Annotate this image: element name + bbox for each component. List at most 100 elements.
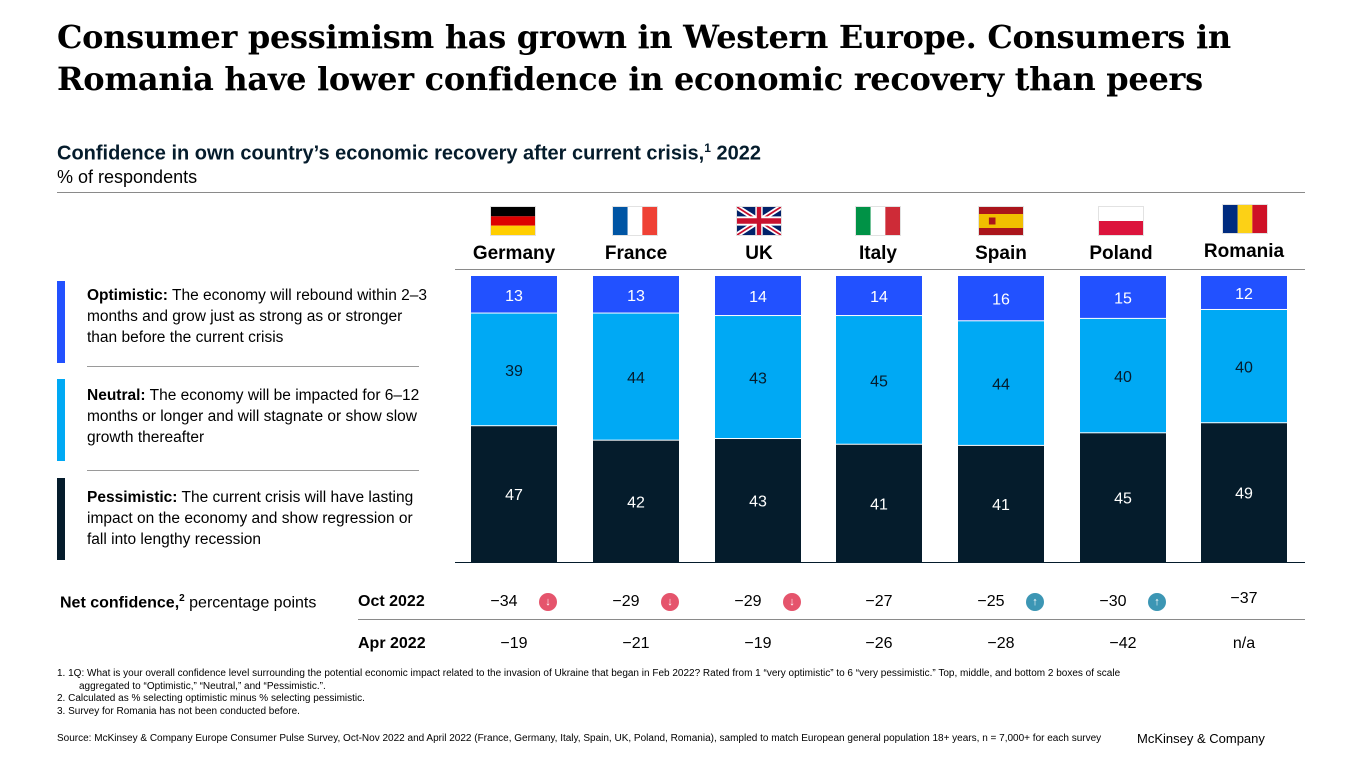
net-value-uk-apr: −19	[744, 635, 772, 652]
net-value-germany-oct: −34	[490, 593, 518, 610]
data-label-poland-optimistic: 15	[1114, 290, 1132, 307]
row-label-oct-2022: Oct 2022	[358, 593, 425, 610]
legend-optimistic-term: Optimistic:	[87, 287, 168, 304]
uk-flag-icon	[736, 206, 782, 236]
net-value-poland-oct: −30	[1099, 593, 1127, 610]
footnote-mark-1: 1	[704, 141, 711, 155]
legend-swatch-optimistic	[57, 281, 65, 363]
row-label-apr-2022: Apr 2022	[358, 635, 426, 652]
country-label-italy: Italy	[858, 243, 898, 264]
data-label-uk-optimistic: 14	[749, 289, 767, 306]
footnote-3: 3. Survey for Romania has not been condu…	[57, 705, 300, 717]
net-value-germany-apr: −19	[500, 635, 528, 652]
net-value-romania-oct: −37	[1230, 590, 1258, 607]
header-divider	[455, 269, 1305, 270]
data-label-italy-neutral: 45	[870, 373, 888, 390]
legend-optimistic-text: The economy will rebound within 2–3 mont…	[87, 287, 428, 346]
italy-flag-icon	[855, 206, 901, 236]
data-label-spain-optimistic: 16	[992, 292, 1010, 309]
data-label-germany-pessimistic: 47	[505, 487, 523, 504]
data-label-germany-optimistic: 13	[505, 288, 523, 305]
bar-uk-optimistic	[715, 276, 801, 317]
footnote-2: 2. Calculated as % selecting optimistic …	[57, 693, 365, 704]
bar-spain-optimistic	[958, 276, 1044, 322]
data-label-france-optimistic: 13	[627, 288, 645, 305]
net-confidence-label: Net confidence,2 percentage points	[60, 593, 316, 612]
legend-neutral: Neutral: The economy will be impacted fo…	[87, 385, 427, 448]
arrow-up-icon: ↑	[1148, 593, 1166, 611]
net-value-italy-apr: −26	[865, 635, 893, 652]
data-label-romania-optimistic: 12	[1235, 286, 1253, 303]
bar-romania-optimistic	[1201, 276, 1287, 310]
data-label-uk-neutral: 43	[749, 371, 767, 388]
legend-swatch-pessimistic	[57, 478, 65, 560]
bar-italy-neutral	[836, 316, 922, 445]
legend-divider	[87, 470, 419, 471]
legend-pessimistic-term: Pessimistic:	[87, 489, 178, 506]
top-divider	[57, 192, 1305, 193]
footnote-1-continued: aggregated to “Optimistic,” “Neutral,” a…	[79, 680, 326, 692]
france-flag-icon	[612, 206, 658, 236]
bar-italy-pessimistic	[836, 444, 922, 562]
net-value-uk-oct: −29	[734, 593, 762, 610]
chart-subtitle-year: 2022	[716, 142, 761, 165]
legend-optimistic: Optimistic: The economy will rebound wit…	[87, 285, 427, 348]
footnote-mark-2: 2	[179, 593, 185, 604]
net-value-italy-oct: −27	[865, 593, 893, 610]
net-value-spain-oct: −25	[977, 593, 1005, 610]
arrow-up-icon: ↑	[1026, 593, 1044, 611]
bar-poland-neutral	[1080, 318, 1166, 434]
bar-poland-optimistic	[1080, 276, 1166, 319]
bar-france-optimistic	[593, 276, 679, 314]
bar-uk-neutral	[715, 316, 801, 440]
data-label-romania-neutral: 40	[1235, 360, 1253, 377]
arrow-down-icon: ↓	[539, 593, 557, 611]
net-value-poland-apr: −42	[1109, 635, 1137, 652]
net-value-france-oct: −29	[612, 593, 640, 610]
bar-italy-optimistic	[836, 276, 922, 317]
data-label-france-pessimistic: 42	[627, 494, 645, 511]
legend-pessimistic-text: The current crisis will have lasting imp…	[87, 489, 414, 548]
bar-spain-pessimistic	[958, 445, 1044, 562]
country-label-poland: Poland	[1089, 243, 1153, 264]
data-label-romania-pessimistic: 49	[1235, 486, 1253, 503]
net-value-romania-apr: n/a	[1232, 635, 1256, 652]
country-label-romania: Romania	[1203, 241, 1285, 262]
poland-flag-icon	[1098, 206, 1144, 236]
data-label-germany-neutral: 39	[505, 363, 523, 380]
bar-france-pessimistic	[593, 440, 679, 562]
chart-subtitle: Confidence in own country’s economic rec…	[57, 141, 761, 166]
net-value-france-apr: −21	[622, 635, 650, 652]
bar-spain-neutral	[958, 321, 1044, 446]
legend-divider	[87, 366, 419, 367]
bar-poland-pessimistic	[1080, 433, 1166, 562]
stacked-bar-chart: 13 39 47 13 44 42 14 43 43 14 45 41 16 44 41 15 40 45 12 40…	[455, 276, 1305, 563]
spain-flag-icon	[978, 206, 1024, 236]
footnote-1: 1. 1Q: What is your overall confidence l…	[57, 668, 1121, 679]
page-title: Consumer pessimism has grown in Western …	[57, 18, 1231, 98]
bar-germany-optimistic	[471, 276, 557, 314]
data-label-poland-pessimistic: 45	[1114, 491, 1132, 508]
data-label-italy-pessimistic: 41	[870, 496, 888, 513]
data-label-france-neutral: 44	[627, 370, 645, 387]
source-note: Source: McKinsey & Company Europe Consum…	[57, 733, 1102, 744]
chart-subtitle-text: Confidence in own country’s economic rec…	[57, 142, 705, 165]
net-confidence-unit: percentage points	[189, 594, 317, 612]
net-confidence-term: Net confidence,	[60, 594, 180, 612]
brand-logo-text: McKinsey & Company	[1137, 731, 1265, 746]
country-label-germany: Germany	[472, 243, 556, 264]
net-value-spain-apr: −28	[987, 635, 1015, 652]
country-label-spain: Spain	[975, 243, 1027, 264]
net-divider	[358, 619, 1305, 620]
bar-romania-pessimistic	[1201, 423, 1287, 562]
legend-neutral-text: The economy will be impacted for 6–12 mo…	[87, 387, 420, 446]
data-label-spain-pessimistic: 41	[992, 497, 1010, 514]
legend-pessimistic: Pessimistic: The current crisis will hav…	[87, 487, 427, 550]
bar-germany-pessimistic	[471, 426, 557, 562]
data-label-italy-optimistic: 14	[870, 289, 888, 306]
country-label-uk: UK	[745, 243, 773, 264]
arrow-down-icon: ↓	[661, 593, 679, 611]
country-label-france: France	[604, 243, 668, 264]
germany-flag-icon	[490, 206, 536, 236]
legend-neutral-term: Neutral:	[87, 387, 146, 404]
